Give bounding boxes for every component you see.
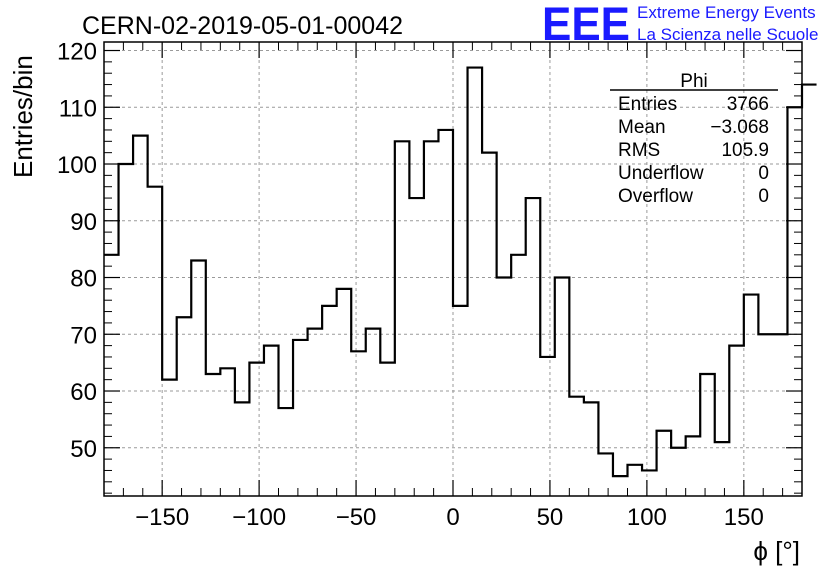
histogram-line — [104, 66, 817, 478]
x-tick-labels: −150 −100 −50 0 50 100 150 — [135, 504, 764, 531]
y-tick-label: 120 — [57, 39, 97, 66]
stats-label: Mean — [618, 117, 666, 138]
eee-logo: EEE Extreme Energy Events La Scienza nel… — [542, 0, 818, 50]
x-tick-label: −50 — [336, 504, 377, 531]
chart-title: CERN-02-2019-05-01-00042 — [82, 12, 403, 40]
y-tick-label: 80 — [70, 266, 97, 293]
stats-value: −3.068 — [710, 117, 769, 138]
x-tick-label: 0 — [446, 504, 459, 531]
y-axis-label: Entries/bin — [8, 55, 38, 178]
x-tick-label: −150 — [135, 504, 189, 531]
y-tick-label: 110 — [59, 95, 97, 122]
stats-value: 105.9 — [721, 140, 769, 161]
x-tick-label: 100 — [627, 504, 667, 531]
eee-logo-mark: EEE — [542, 0, 630, 50]
y-tick-label: 60 — [70, 379, 97, 406]
stats-value: 3766 — [727, 94, 769, 115]
stats-rows: Entries 3766 Mean −3.068 RMS 105.9 Underflow 0 O… — [618, 94, 769, 207]
stats-title: Phi — [680, 71, 707, 92]
stats-value: 0 — [758, 186, 769, 207]
x-tick-label: 150 — [724, 504, 764, 531]
y-tick-label: 100 — [57, 152, 97, 179]
y-tick-labels: 50 60 70 80 90 100 110 120 — [57, 39, 97, 463]
eee-logo-line1: Extreme Energy Events — [637, 3, 816, 22]
eee-logo-line2: La Scienza nelle Scuole — [637, 25, 818, 44]
x-axis-label: ϕ [°] — [753, 536, 800, 566]
stats-label: Underflow — [618, 163, 704, 184]
y-tick-label: 70 — [70, 322, 97, 349]
axis-ticks — [103, 42, 803, 496]
histogram-series — [104, 66, 817, 478]
y-tick-label: 90 — [70, 209, 97, 236]
stats-label: Overflow — [618, 186, 693, 207]
stats-box: Phi Entries 3766 Mean −3.068 RMS 105.9 Underfl… — [610, 71, 778, 207]
stats-value: 0 — [758, 163, 769, 184]
stats-label: Entries — [618, 94, 677, 115]
y-tick-label: 50 — [70, 436, 97, 463]
x-tick-label: −100 — [232, 504, 286, 531]
x-tick-label: 50 — [537, 504, 564, 531]
stats-label: RMS — [618, 140, 660, 161]
